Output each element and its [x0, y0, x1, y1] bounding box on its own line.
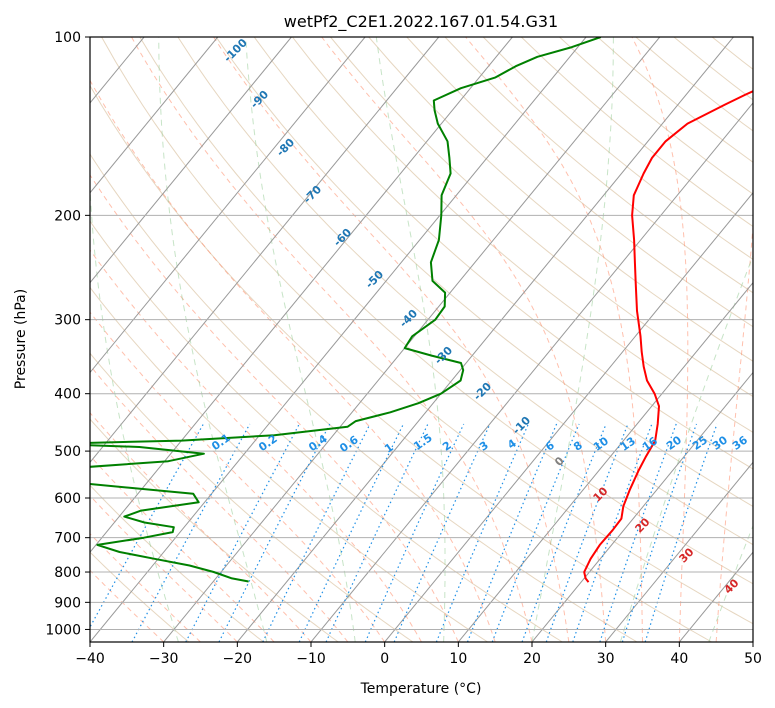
y-tick-label: 1000: [45, 622, 81, 638]
mixing-ratio-line: [491, 423, 580, 642]
x-tick-label: −20: [223, 651, 253, 667]
moist-adiabat-line: [90, 495, 238, 642]
moist-adiabat-line: [90, 79, 496, 642]
x-axis-ticks: −40 −30 −20 −10 0 10 20 30 40 50: [75, 642, 762, 667]
y-axis-ticks: 100 200 300 400 500 600 700 800 900 1000: [45, 30, 90, 638]
dry-adiabat-line: [215, 37, 753, 507]
x-tick-label: 30: [597, 651, 615, 667]
isotherm-line: [163, 37, 661, 642]
mixing-ratio-line: [364, 423, 465, 642]
reference-curve-line: [375, 37, 446, 642]
dry-adiabat-line: [101, 37, 753, 625]
dry-adiabat-line: [90, 220, 563, 642]
y-tick-label: 600: [54, 491, 81, 507]
mixing-ratio-line: [572, 423, 653, 642]
y-tick-label: 100: [54, 30, 81, 46]
x-tick-label: −40: [75, 651, 105, 667]
chart-title: wetPf2_C2E1.2022.167.01.54.G31: [284, 12, 558, 32]
y-tick-label: 200: [54, 208, 81, 224]
moist-adiabat-line: [715, 220, 753, 642]
isotherm-line: [384, 192, 753, 642]
dry-adiabat-line: [292, 37, 753, 433]
moist-adiabat-line: [90, 249, 422, 642]
dry-adiabat-line: [90, 286, 488, 642]
dry-adiabat-line: [90, 551, 190, 642]
mixing-ratio-line: [599, 423, 677, 642]
dry-adiabat-line: [444, 37, 753, 294]
dewpoint-profile-line: [90, 37, 602, 583]
isotherm-line: [605, 461, 753, 642]
dry-adiabat-line: [253, 37, 753, 470]
dry-adiabat-line: [90, 153, 638, 642]
mixing-ratio-line: [621, 423, 698, 642]
x-axis-label: Temperature (°C): [360, 681, 482, 697]
mixing-ratio-lines: [90, 423, 718, 642]
dry-adiabat-line: [330, 37, 753, 398]
sounding-profiles: [90, 37, 753, 583]
mixing-ratio-line: [521, 423, 607, 642]
mixing-ratio-line: [466, 423, 558, 642]
isotherm-line: [90, 37, 440, 464]
mixing-ratio-line: [393, 423, 491, 642]
dry-adiabat-line: [139, 37, 753, 585]
plot-frame: [89, 36, 754, 643]
plot-area: -100-90-80-70-60-50-40-30-20-100.1 0.2 0.4…: [90, 37, 753, 642]
x-tick-label: −10: [296, 651, 326, 667]
x-tick-label: 40: [670, 651, 688, 667]
isotherm-line: [90, 37, 513, 553]
moist-adiabat-line: [131, 37, 533, 642]
moist-adiabat-line: [90, 533, 201, 642]
isotherm-line: [90, 37, 366, 374]
mixing-ratio-line: [325, 423, 429, 642]
mixing-ratio-line: [435, 423, 529, 642]
isotherm-line: [310, 102, 753, 642]
dry-adiabat-line: [406, 37, 753, 328]
x-tick-label: 50: [744, 651, 762, 667]
mixing-ratio-line: [262, 423, 371, 642]
isotherm-line: [531, 371, 753, 642]
moist-adiabat-line: [90, 455, 275, 642]
isotherm-line: [90, 37, 219, 194]
dry-adiabat-line: [90, 484, 264, 642]
mixing-ratio-line: [298, 423, 404, 642]
mixing-ratio-line: [90, 423, 204, 629]
y-tick-label: 900: [54, 595, 81, 611]
x-tick-label: −30: [149, 651, 179, 667]
mixing-ratio-line: [545, 423, 629, 642]
reference-curve-line: [245, 37, 356, 642]
mixing-ratio-line: [644, 423, 718, 642]
moist-adiabat-line: [90, 364, 349, 642]
isotherm-line: [236, 37, 734, 642]
moist-adiabat-line: [631, 37, 689, 642]
moist-adiabat-line: [213, 37, 570, 642]
y-tick-label: 700: [54, 531, 81, 547]
x-tick-label: 10: [449, 651, 467, 667]
x-tick-label: 20: [523, 651, 541, 667]
isotherm-line: [90, 37, 292, 284]
reference-curve-line: [531, 37, 614, 642]
y-axis-label: Pressure (hPa): [13, 289, 29, 389]
x-tick-label: 0: [380, 651, 389, 667]
moist-adiabat-line: [90, 174, 459, 642]
y-tick-label: 300: [54, 313, 81, 329]
moist-adiabat-line: [465, 37, 643, 642]
y-tick-label: 500: [54, 444, 81, 460]
reference-curve-line: [708, 524, 753, 642]
dry-adiabat-line: [90, 418, 339, 642]
y-tick-label: 800: [54, 565, 81, 581]
y-tick-label: 400: [54, 387, 81, 403]
pressure-grid: [90, 37, 753, 630]
moist-adiabat-line: [90, 311, 386, 642]
isotherm-line: [90, 37, 587, 642]
moist-adiabat-line: [321, 37, 607, 642]
isotherm-line: [457, 281, 753, 642]
temperature-profile-line: [583, 90, 753, 583]
